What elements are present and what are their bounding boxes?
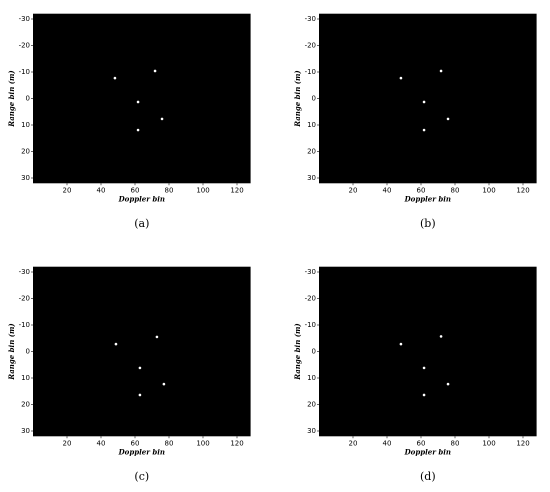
y-axis-label: Range bin (m) [7,70,16,128]
y-tick-label: -30 [305,268,316,276]
point [422,128,426,132]
plot-area [33,266,251,437]
point [422,366,426,370]
y-tick-label: 0 [312,95,316,103]
y-tick-label: 20 [21,401,30,409]
x-tick-label: 20 [349,186,358,194]
x-tick-label: 100 [482,439,495,447]
point [153,69,157,73]
point [136,100,140,104]
caption: (d) [420,470,436,483]
x-tick-label: 40 [97,439,106,447]
point [155,335,159,339]
x-tick-label: 40 [97,186,106,194]
y-tick-label: 30 [21,174,30,182]
x-tick-label: 120 [230,439,243,447]
y-tick-label: 10 [307,121,316,129]
x-tick-label: 60 [417,186,426,194]
y-tick-label: 30 [307,174,316,182]
y-tick-label: -20 [305,295,316,303]
x-tick-label: 40 [383,186,392,194]
plot-area [319,266,537,437]
plot-area [319,13,537,184]
y-tick-label: 30 [21,427,30,435]
x-axis-label: Doppler bin [404,447,451,456]
x-tick-label: 60 [417,439,426,447]
x-tick-label: 80 [165,186,174,194]
point [422,393,426,397]
x-tick-label: 80 [451,186,460,194]
x-tick-label: 120 [516,439,529,447]
point [113,76,117,80]
x-tick-label: 20 [63,439,72,447]
caption: (c) [134,470,149,483]
y-axis-label: Range bin (m) [293,323,302,381]
y-tick-label: 20 [307,401,316,409]
y-tick-label: 30 [307,427,316,435]
y-tick-label: 0 [312,348,316,356]
y-tick-label: -30 [19,268,30,276]
point [399,342,403,346]
point [138,393,142,397]
x-tick-label: 20 [349,439,358,447]
point [439,69,443,73]
x-tick-label: 120 [516,186,529,194]
y-tick-label: -20 [19,42,30,50]
x-tick-label: 40 [383,439,392,447]
y-tick-label: -20 [19,295,30,303]
y-tick-label: 0 [26,348,30,356]
x-axis-label: Doppler bin [118,194,165,203]
y-tick-label: -10 [19,321,30,329]
y-tick-label: 20 [307,148,316,156]
plot-area [33,13,251,184]
point [422,100,426,104]
y-tick-label: -30 [19,15,30,23]
y-tick-label: 10 [21,374,30,382]
y-tick-label: 20 [21,148,30,156]
y-tick-label: -10 [305,321,316,329]
x-tick-label: 100 [196,439,209,447]
x-tick-label: 60 [131,186,140,194]
x-tick-label: 60 [131,439,140,447]
y-tick-label: -10 [19,68,30,76]
x-tick-label: 100 [482,186,495,194]
point [399,76,403,80]
point [160,117,164,121]
caption: (a) [134,217,149,230]
y-tick-label: -10 [305,68,316,76]
y-axis-label: Range bin (m) [7,323,16,381]
point [138,366,142,370]
x-tick-label: 20 [63,186,72,194]
point [446,382,450,386]
point [162,382,166,386]
point [439,335,443,338]
y-tick-label: 10 [21,121,30,129]
point [136,128,140,132]
y-tick-label: -30 [305,15,316,23]
x-tick-label: 80 [165,439,174,447]
caption: (b) [420,217,436,230]
point [114,342,118,346]
x-axis-label: Doppler bin [404,194,451,203]
y-tick-label: 0 [26,95,30,103]
x-tick-label: 120 [230,186,243,194]
y-axis-label: Range bin (m) [293,70,302,128]
point [446,117,450,121]
y-tick-label: -20 [305,42,316,50]
y-tick-label: 10 [307,374,316,382]
x-tick-label: 100 [196,186,209,194]
x-tick-label: 80 [451,439,460,447]
x-axis-label: Doppler bin [118,447,165,456]
